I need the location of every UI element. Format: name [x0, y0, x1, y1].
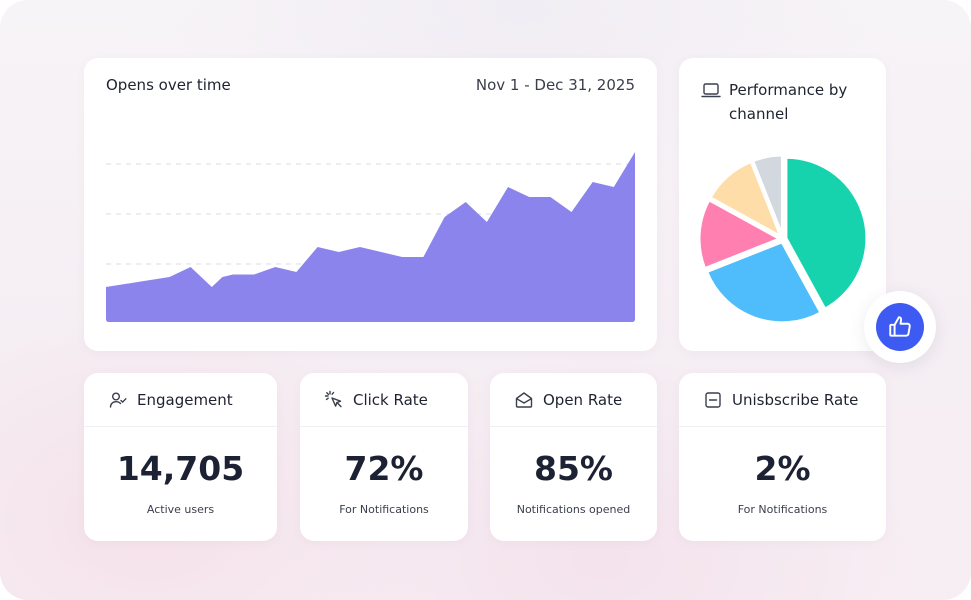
- chart-title: Opens over time: [106, 76, 231, 94]
- unsubscribe-rate-card: Unisbscribe Rate 2% For Notifications: [679, 373, 886, 541]
- stat-label: Open Rate: [543, 390, 623, 409]
- laptop-icon: [701, 83, 721, 98]
- open-envelope-icon: [515, 391, 533, 408]
- pie-title-line2: channel: [729, 105, 789, 123]
- pie-slice-peach: [708, 159, 783, 239]
- pie-header: Performance by channel: [701, 78, 871, 126]
- stat-header: Click Rate: [300, 373, 468, 427]
- click-rate-card: Click Rate 72% For Notifications: [300, 373, 468, 541]
- pie-slice-blue: [705, 240, 823, 325]
- stat-subtitle: Notifications opened: [516, 503, 631, 516]
- stat-subtitle: For Notifications: [737, 503, 828, 516]
- stat-header: Open Rate: [490, 373, 657, 427]
- user-check-icon: [109, 392, 127, 408]
- channel-pie-chart: [697, 153, 869, 325]
- stat-header: Unisbscribe Rate: [679, 373, 886, 427]
- date-range-selector[interactable]: Nov 1 - Dec 31, 2025: [475, 76, 635, 94]
- channel-performance-card: Performance by channel: [679, 58, 886, 351]
- like-button-inner: [876, 303, 924, 351]
- minus-square-icon: [705, 391, 721, 408]
- pie-title-line1: Performance by: [729, 81, 848, 99]
- stat-value: 14,705: [116, 449, 245, 488]
- pie-slice-pink: [697, 198, 782, 271]
- stat-label: Engagement: [137, 390, 233, 409]
- pie-slice-gray: [751, 153, 784, 238]
- stat-value: 2%: [754, 449, 811, 488]
- opens-chart-card: Opens over time Nov 1 - Dec 31, 2025: [84, 58, 657, 351]
- pie-title: Performance by channel: [729, 78, 847, 126]
- like-button[interactable]: [864, 291, 936, 363]
- stat-label: Click Rate: [353, 390, 428, 409]
- opens-area-chart: [106, 152, 635, 322]
- stat-value: 72%: [344, 449, 424, 488]
- stat-header: Engagement: [84, 373, 277, 427]
- open-rate-card: Open Rate 85% Notifications opened: [490, 373, 657, 541]
- area-series: [106, 152, 635, 322]
- stat-value: 85%: [534, 449, 613, 488]
- thumbs-up-icon: [889, 316, 911, 337]
- stat-subtitle: Active users: [146, 503, 215, 516]
- engagement-card: Engagement 14,705 Active users: [84, 373, 277, 541]
- stat-subtitle: For Notifications: [339, 503, 429, 516]
- stat-label: Unisbscribe Rate: [732, 390, 859, 409]
- cursor-click-icon: [324, 390, 342, 407]
- pie-slice-green: [784, 155, 869, 311]
